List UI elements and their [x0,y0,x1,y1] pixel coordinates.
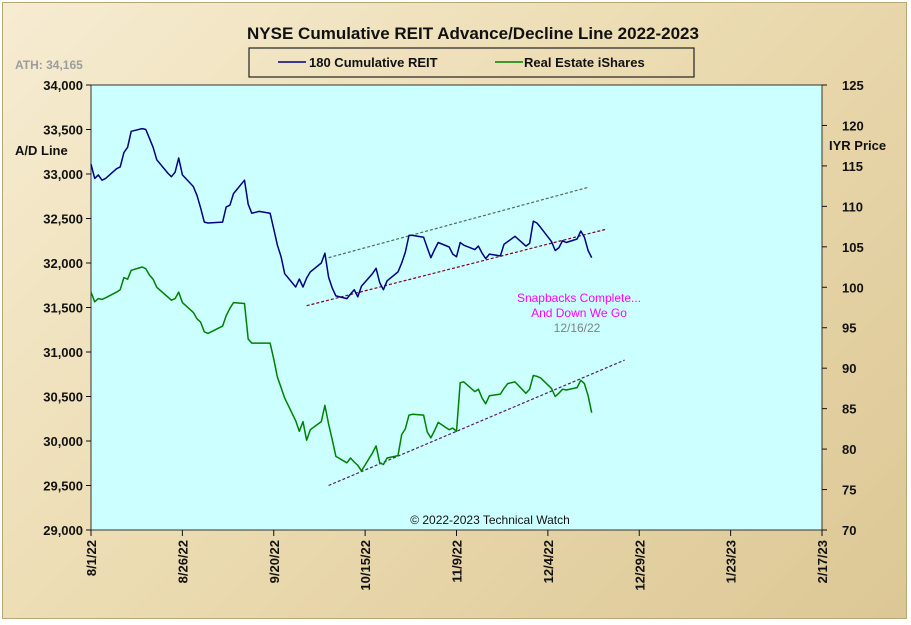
y-right-tick-label: 120 [842,118,864,133]
copyright-text: © 2022-2023 Technical Watch [410,513,570,527]
reit-ad-line-chart: NYSE Cumulative REIT Advance/Decline Lin… [15,24,886,591]
chart-title: NYSE Cumulative REIT Advance/Decline Lin… [247,24,699,43]
y-right-tick-label: 70 [842,523,856,538]
y-right-tick-label: 75 [842,483,856,498]
y-right-tick-label: 100 [842,280,864,295]
y-right-tick-label: 95 [842,321,856,336]
plot-area [90,84,823,531]
legend-label-iyr: Real Estate iShares [524,55,645,70]
x-tick-label: 11/9/22 [450,540,465,583]
y-axis-right: 75 80 85 90 95 100 105 110 115 120 125 70 [822,78,864,538]
x-tick-label: 10/15/22 [358,540,373,591]
legend-label-ad-line: 180 Cumulative REIT [309,55,438,70]
y-axis-right-label: IYR Price [829,138,886,153]
y-left-tick-label: 29,500 [43,479,83,494]
y-left-tick-label: 33,500 [43,123,83,138]
y-right-tick-label: 125 [842,78,864,93]
trendline-2 [328,359,625,487]
y-axis-left-label: A/D Line [15,143,68,158]
series-line-ad [90,127,593,300]
y-left-tick-label: 32,000 [43,256,83,271]
annotation-date: 12/16/22 [554,321,601,335]
y-left-tick-label: 31,500 [43,301,83,316]
x-tick-label: 1/23/23 [724,540,739,583]
y-right-tick-label: 105 [842,240,864,255]
y-axis-left: 29,000 29,500 30,000 30,500 31,000 31,500 32,0… [43,78,91,538]
series-line-iyr [90,266,593,472]
y-left-tick-label: 30,000 [43,434,83,449]
y-left-tick-label: 30,500 [43,390,83,405]
y-left-tick-label: 31,000 [43,345,83,360]
x-tick-label: 12/29/22 [632,540,647,591]
y-left-tick-label: 34,000 [43,78,83,93]
x-tick-label: 8/26/22 [175,540,190,583]
y-right-tick-label: 90 [842,361,856,376]
y-left-tick-label: 32,500 [43,212,83,227]
y-right-tick-label: 110 [842,199,863,214]
x-axis: 8/1/22 8/26/22 9/20/22 10/15/22 11/9/22 12/4/… [84,530,830,591]
annotation-line-2: And Down We Go [531,306,627,320]
x-tick-label: 12/4/22 [541,540,556,583]
annotation: Snapbacks Complete... And Down We Go 12/… [517,291,641,335]
ath-label: ATH: 34,165 [15,58,83,72]
x-tick-label: 2/17/23 [815,540,830,583]
y-right-tick-label: 85 [842,402,856,417]
x-tick-label: 8/1/22 [84,540,99,576]
legend-box [248,47,695,78]
y-left-tick-label: 33,000 [43,167,83,182]
annotation-line-1: Snapbacks Complete... [517,291,641,305]
legend: 180 Cumulative REIT Real Estate iShares [248,47,695,78]
y-left-tick-label: 29,000 [43,523,83,538]
y-right-tick-label: 80 [842,442,856,457]
x-tick-label: 9/20/22 [267,540,282,583]
series-lines [90,127,593,472]
y-right-tick-label: 115 [842,159,863,174]
